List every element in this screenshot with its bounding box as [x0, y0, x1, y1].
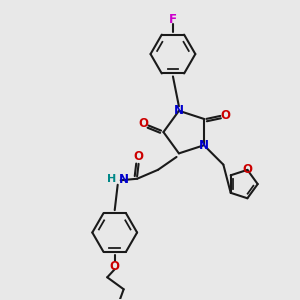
Text: N: N — [199, 139, 209, 152]
Text: O: O — [138, 117, 148, 130]
Text: H: H — [107, 174, 116, 184]
Text: O: O — [110, 260, 120, 273]
Text: O: O — [220, 110, 230, 122]
Text: N: N — [119, 173, 129, 186]
Text: N: N — [174, 104, 184, 117]
Text: F: F — [169, 13, 177, 26]
Text: O: O — [242, 164, 252, 176]
Text: O: O — [134, 151, 144, 164]
